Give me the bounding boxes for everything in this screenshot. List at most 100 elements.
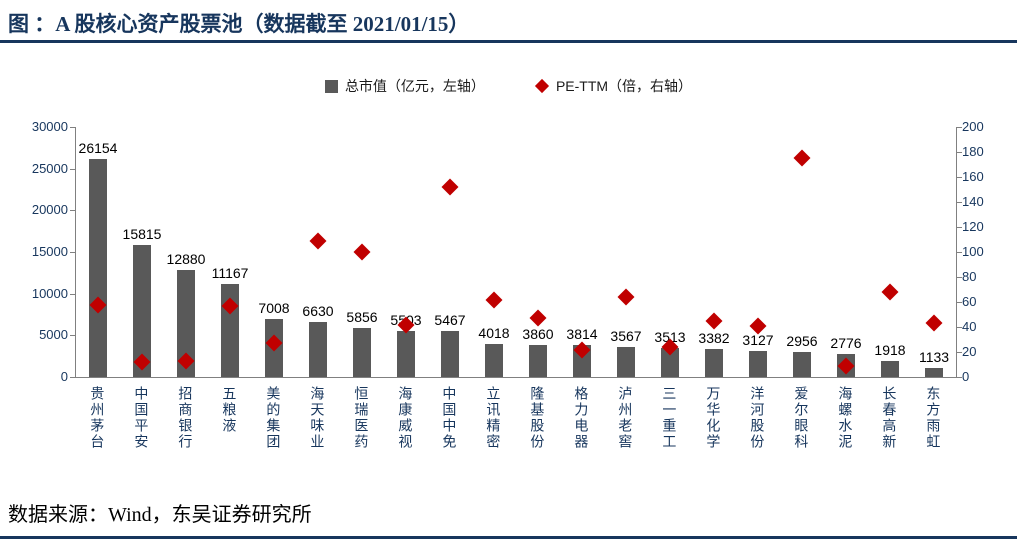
x-axis-category-label: 贵州茅台 [89,386,106,450]
x-axis-labels: 贵州茅台 中国平安 招商银行 五粮液 美的集团 海天味业 恒瑞医药 海康威视 中国中免 立讯精密 隆… [75,381,955,493]
x-axis-category-label: 海康威视 [397,386,414,450]
right-axis-tick-label: 180 [962,144,984,159]
x-axis-category-label: 海螺水泥 [837,386,854,450]
bar-value-label: 5856 [346,309,378,326]
figure-title-text: 图 ：A 股核心资产股票池（数据截至 2021/01/15） [8,12,470,36]
x-axis-category-label: 泸州老窖 [617,386,634,450]
market-cap-bar [793,352,811,377]
data-source-text: 数据来源：Wind，东吴证券研究所 [8,504,312,526]
bar-value-label: 2956 [786,333,818,350]
market-cap-bar [441,331,459,377]
market-cap-bar [485,343,503,377]
chart-legend: 总市值（亿元，左轴） PE-TTM（倍，右轴） [0,76,1017,96]
x-axis-category-label: 中国中免 [441,386,458,450]
x-axis-category-label: 爱尔眼科 [793,386,810,450]
left-axis-tick-label: 30000 [31,119,68,134]
right-axis-tick [957,177,962,178]
right-axis-tick [957,227,962,228]
left-axis-tick [70,335,75,337]
market-cap-bar [133,245,151,377]
legend-label-pe: PE-TTM（倍，右轴） [555,78,693,94]
right-axis-tick [957,127,962,128]
market-cap-bar [661,347,679,377]
bar-value-label: 3127 [742,331,774,348]
bar-value-label: 4018 [478,324,510,341]
figure-title: 图 ：A 股核心资产股票池（数据截至 2021/01/15） [8,8,469,38]
right-axis-tick-label: 100 [962,244,984,259]
left-axis-tick [70,210,75,212]
right-axis-tick [957,152,962,153]
right-axis-tick-label: 40 [962,319,977,334]
pe-ttm-marker-icon [353,243,371,261]
left-axis-tick-label: 5000 [39,327,68,343]
market-cap-bar [353,328,371,377]
diamond-series-marker-icon [534,78,550,94]
right-axis-tick [957,302,962,303]
right-axis-labels: 0 20 40 60 80 100 120 140 160 180 200 [962,119,1016,384]
x-axis-category-label: 招商银行 [177,386,194,450]
left-axis-tick-label: 10000 [31,285,68,301]
x-axis-category-label: 格力电器 [573,386,590,450]
market-cap-bar [925,367,943,377]
plot-area: 2615415815128801116770086630585655035467… [70,127,962,378]
market-cap-bar [89,159,107,377]
pe-ttm-marker-icon [485,291,503,308]
x-axis-category-label: 恒瑞医药 [353,386,370,450]
data-source: 数据来源：Wind，东吴证券研究所 [8,498,312,527]
pe-ttm-marker-icon [881,283,899,301]
x-axis-category-label: 美的集团 [265,386,282,450]
left-axis-tick-label: 0 [60,369,68,384]
left-axis-tick [70,377,75,378]
x-axis-category-label: 三一重工 [661,386,678,450]
pe-ttm-marker-icon [309,232,327,250]
right-axis-tick [957,202,962,203]
left-axis-labels: 0 5000 10000 15000 20000 25000 30000 [0,119,68,384]
pe-ttm-marker-icon [617,288,635,306]
market-cap-bar [177,269,195,377]
bar-value-label: 3567 [610,328,642,345]
x-axis-category-label: 中国平安 [133,386,150,450]
market-cap-bar [529,344,547,377]
x-axis-category-label: 立讯精密 [485,386,502,450]
bottom-divider [0,536,1017,539]
market-cap-bar [617,347,635,377]
bar-value-label: 1133 [918,348,950,365]
right-axis-tick-label: 20 [962,344,977,359]
market-cap-bar [309,321,327,377]
x-axis-category-label: 东方雨虹 [925,386,942,450]
bar-value-label: 3513 [654,328,686,345]
right-axis-tick-label: 0 [962,369,970,384]
right-axis-tick-label: 60 [962,294,977,309]
pe-ttm-marker-icon [529,309,547,327]
bar-value-label: 12880 [166,250,206,267]
bar-value-label: 5467 [434,312,466,329]
left-axis-tick-label: 25000 [31,160,68,176]
pe-ttm-marker-icon [441,178,459,196]
x-axis-category-label: 海天味业 [309,386,326,450]
legend-label-marketcap: 总市值（亿元，左轴） [344,78,485,94]
left-axis-tick [70,168,75,170]
right-axis-tick-label: 160 [962,169,984,184]
right-axis-tick-label: 140 [962,194,984,209]
left-axis-tick [70,127,75,128]
title-divider [0,40,1017,43]
x-axis-category-label: 隆基股份 [529,386,546,450]
bar-value-label: 3382 [698,329,730,346]
bar-value-label: 7008 [258,299,290,316]
legend-item-pe: PE-TTM（倍，右轴） [534,76,693,96]
right-axis-tick-label: 80 [962,269,977,284]
left-axis-tick [70,252,75,253]
bar-value-label: 3860 [522,325,554,342]
right-axis-tick [957,327,962,328]
bar-value-label: 1918 [874,342,906,359]
market-cap-bar [397,331,415,377]
x-axis-category-label: 洋河股份 [749,386,766,450]
pe-ttm-marker-icon [925,314,943,332]
bar-value-label: 3814 [566,326,598,343]
market-cap-bar [749,350,767,377]
bar-value-label: 26154 [78,140,118,157]
pe-ttm-marker-icon [705,312,723,330]
market-cap-bar [881,361,899,377]
bar-value-label: 2776 [830,334,862,351]
bar-value-label: 6630 [302,302,334,319]
